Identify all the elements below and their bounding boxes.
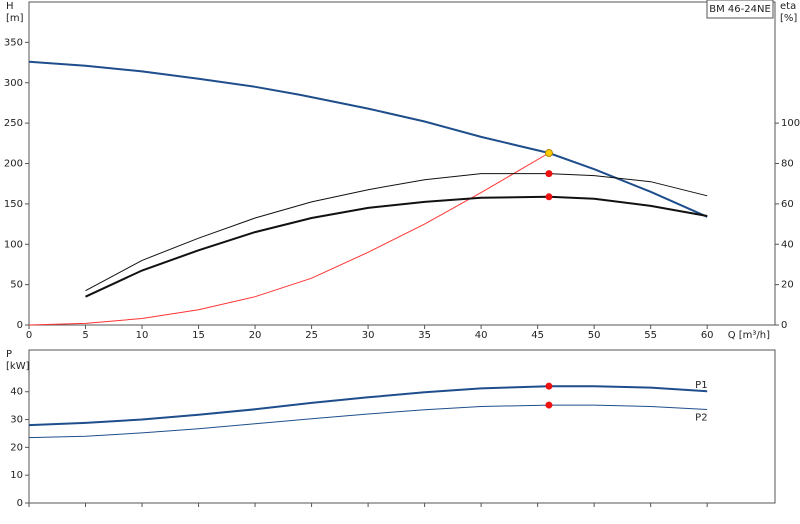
curve: [28, 60, 708, 218]
x-tick-label: 5: [82, 330, 88, 341]
y2-tick-label: 20: [781, 280, 794, 291]
curve-label: P1: [695, 380, 707, 391]
y-tick-label: 350: [4, 37, 23, 48]
x-axis-label: Q [m³/h]: [728, 330, 770, 341]
x-tick-label: 60: [701, 330, 714, 341]
duty-point: [545, 170, 553, 178]
x-tick-label: 15: [192, 330, 205, 341]
curve: [85, 173, 708, 292]
y-tick-label: 50: [10, 280, 23, 291]
y-axis-label: H: [6, 1, 14, 12]
label-box: [706, 0, 774, 19]
y-tick-label: 200: [4, 159, 23, 170]
y-axis-label: [m]: [6, 13, 24, 24]
y-tick-label: 40: [10, 387, 23, 398]
y2-axis-label: [%]: [780, 13, 797, 24]
y2-tick-label: 0: [781, 320, 787, 331]
curve: [28, 404, 708, 439]
x-tick-label: 45: [531, 330, 544, 341]
curve: [28, 385, 708, 427]
y2-tick-label: 80: [781, 159, 794, 170]
duty-point: [545, 401, 553, 409]
y-axis-label: [kW]: [6, 361, 30, 372]
y-tick-label: 150: [4, 199, 23, 210]
y2-axis-label: eta: [780, 1, 796, 12]
curve: [28, 152, 550, 326]
y-tick-label: 20: [10, 442, 23, 453]
curve-label: P2: [695, 413, 707, 424]
y-tick-label: 250: [4, 118, 23, 129]
x-tick-label: 20: [249, 330, 262, 341]
x-tick-label: 25: [305, 330, 318, 341]
model-label: BM 46-24NE: [709, 4, 771, 15]
duty-point: [544, 149, 553, 158]
x-tick-label: 30: [362, 330, 375, 341]
x-tick-label: 35: [418, 330, 431, 341]
x-tick-label: 50: [588, 330, 601, 341]
y-tick-label: 300: [4, 78, 23, 89]
y2-tick-label: 60: [781, 199, 794, 210]
curve: [85, 195, 708, 298]
y-tick-label: 30: [10, 415, 23, 426]
x-tick-label: 0: [26, 330, 32, 341]
duty-point: [545, 382, 553, 390]
duty-point: [545, 193, 553, 201]
x-tick-label: 55: [644, 330, 657, 341]
y-tick-label: 10: [10, 470, 23, 481]
y-tick-label: 100: [4, 239, 23, 250]
y-tick-label: 0: [17, 320, 23, 331]
x-tick-label: 10: [136, 330, 149, 341]
y-axis-label: P: [6, 349, 12, 360]
y2-tick-label: 100: [781, 118, 800, 129]
x-tick-label: 40: [475, 330, 488, 341]
y2-tick-label: 40: [781, 239, 794, 250]
plot-frame: [28, 349, 776, 504]
y-tick-label: 0: [17, 498, 23, 509]
